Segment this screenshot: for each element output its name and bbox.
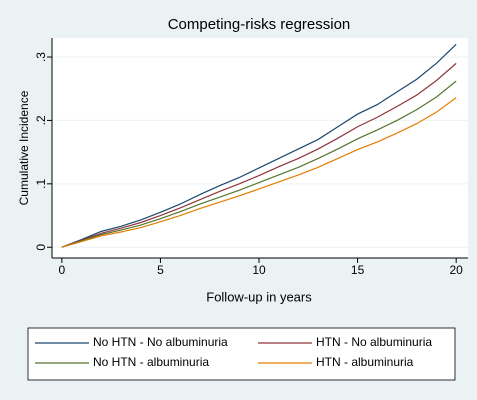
legend-label: HTN - No albuminuria [316, 335, 432, 349]
x-tick-label: 0 [59, 263, 66, 277]
series-line [61, 43, 457, 248]
x-axis-title: Follow-up in years [206, 289, 312, 304]
series-line [61, 97, 457, 248]
y-axis-title: Cumulative Incidence [17, 90, 31, 205]
y-tick-label: .2 [34, 115, 48, 125]
y-tick-label: .3 [34, 52, 48, 62]
x-tick-label: 20 [449, 263, 463, 277]
legend-label: No HTN - No albuminuria [93, 335, 228, 349]
y-tick-label: 0 [34, 244, 48, 251]
series-line [61, 62, 457, 248]
legend-box [27, 327, 456, 381]
x-tick-label: 15 [351, 263, 365, 277]
chart-title: Competing-risks regression [168, 16, 351, 33]
y-tick-label: .1 [34, 178, 48, 188]
plot-area [52, 38, 468, 258]
x-tick-label: 10 [252, 263, 266, 277]
series-line [61, 80, 457, 248]
x-tick-label: 5 [157, 263, 164, 277]
legend-label: HTN - albuminuria [316, 355, 414, 369]
legend-label: No HTN - albuminuria [93, 355, 209, 369]
